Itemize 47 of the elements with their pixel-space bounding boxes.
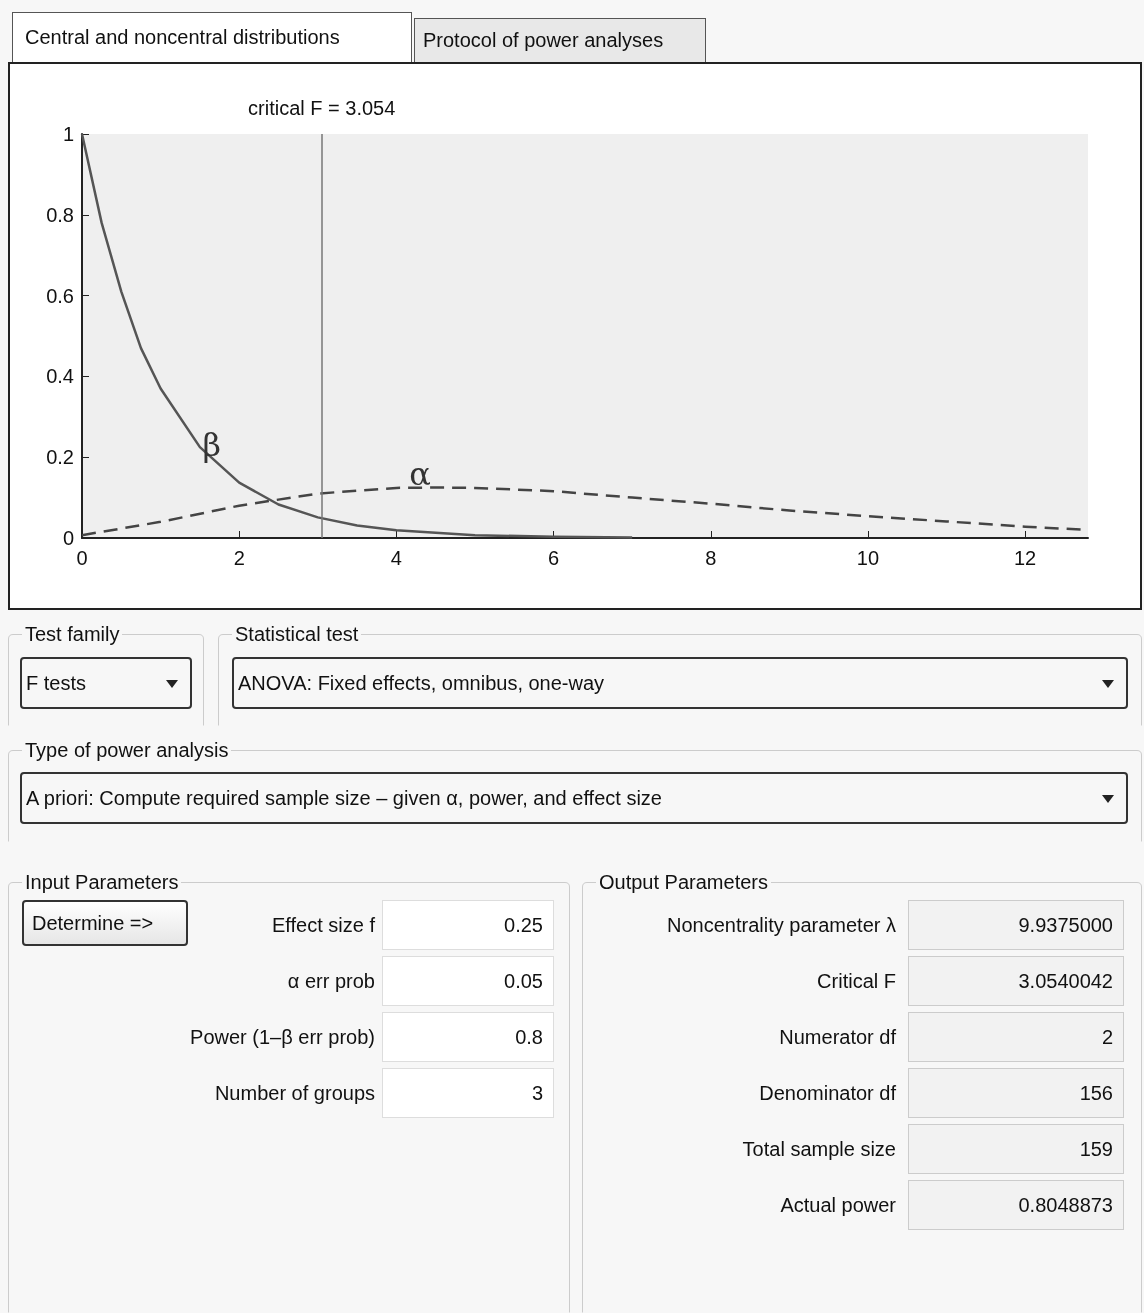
text: Effect size f <box>271 913 375 937</box>
x-tick-label: 8 <box>705 547 717 569</box>
text: Determine => <box>32 911 154 935</box>
text: Central and noncentral distributions <box>25 26 340 49</box>
text: 9.9375000 <box>1018 913 1113 937</box>
text: Actual power <box>780 1193 896 1217</box>
text: 0.8048873 <box>1018 1193 1113 1217</box>
text: 159 <box>1079 1137 1113 1161</box>
ref-line-label: critical F = 3.054 <box>248 97 396 119</box>
x-tick-label: 10 <box>856 547 880 569</box>
text: Test family <box>25 622 120 646</box>
text: F tests <box>26 671 87 695</box>
text: α err prob <box>287 969 375 993</box>
text: Output Parameters <box>599 870 768 894</box>
text: Denominator df <box>759 1081 896 1105</box>
text: 0.25 <box>504 913 543 937</box>
text: ANOVA: Fixed effects, omnibus, one-way <box>238 671 605 695</box>
y-tick-label: 1 <box>62 123 74 145</box>
annotation: α <box>409 454 431 493</box>
x-tick-label: 2 <box>233 547 245 569</box>
y-tick-label: 0.8 <box>46 203 74 226</box>
annotation: β <box>202 426 221 465</box>
text: Numerator df <box>779 1025 896 1049</box>
text: Total sample size <box>742 1137 896 1161</box>
text: 0.8 <box>515 1025 543 1049</box>
text: Statistical test <box>235 622 359 646</box>
text: Type of power analysis <box>25 738 229 762</box>
text: A priori: Compute required sample size – given α, power, and effect size <box>26 786 662 810</box>
x-tick-label: 12 <box>1014 547 1037 569</box>
x-tick-label: 0 <box>76 547 88 569</box>
text: 156 <box>1079 1081 1113 1105</box>
text: Number of groups <box>214 1081 375 1105</box>
x-tick-label: 4 <box>390 547 402 569</box>
x-tick-label: 6 <box>548 547 560 569</box>
text: 3.0540042 <box>1018 969 1113 993</box>
text: 3 <box>531 1081 543 1105</box>
text: Power (1–β err prob) <box>190 1025 375 1049</box>
text: Noncentrality parameter λ <box>667 913 896 937</box>
text: Protocol of power analyses <box>423 29 664 52</box>
y-tick-label: 0.6 <box>46 284 74 307</box>
y-tick-label: 0.4 <box>46 365 74 388</box>
text: 2 <box>1101 1025 1113 1049</box>
y-tick-label: 0.2 <box>46 446 74 469</box>
text: Critical F <box>817 969 896 993</box>
y-tick-label: 0 <box>62 527 74 549</box>
text: Input Parameters <box>25 870 179 894</box>
text: 0.05 <box>504 969 543 993</box>
